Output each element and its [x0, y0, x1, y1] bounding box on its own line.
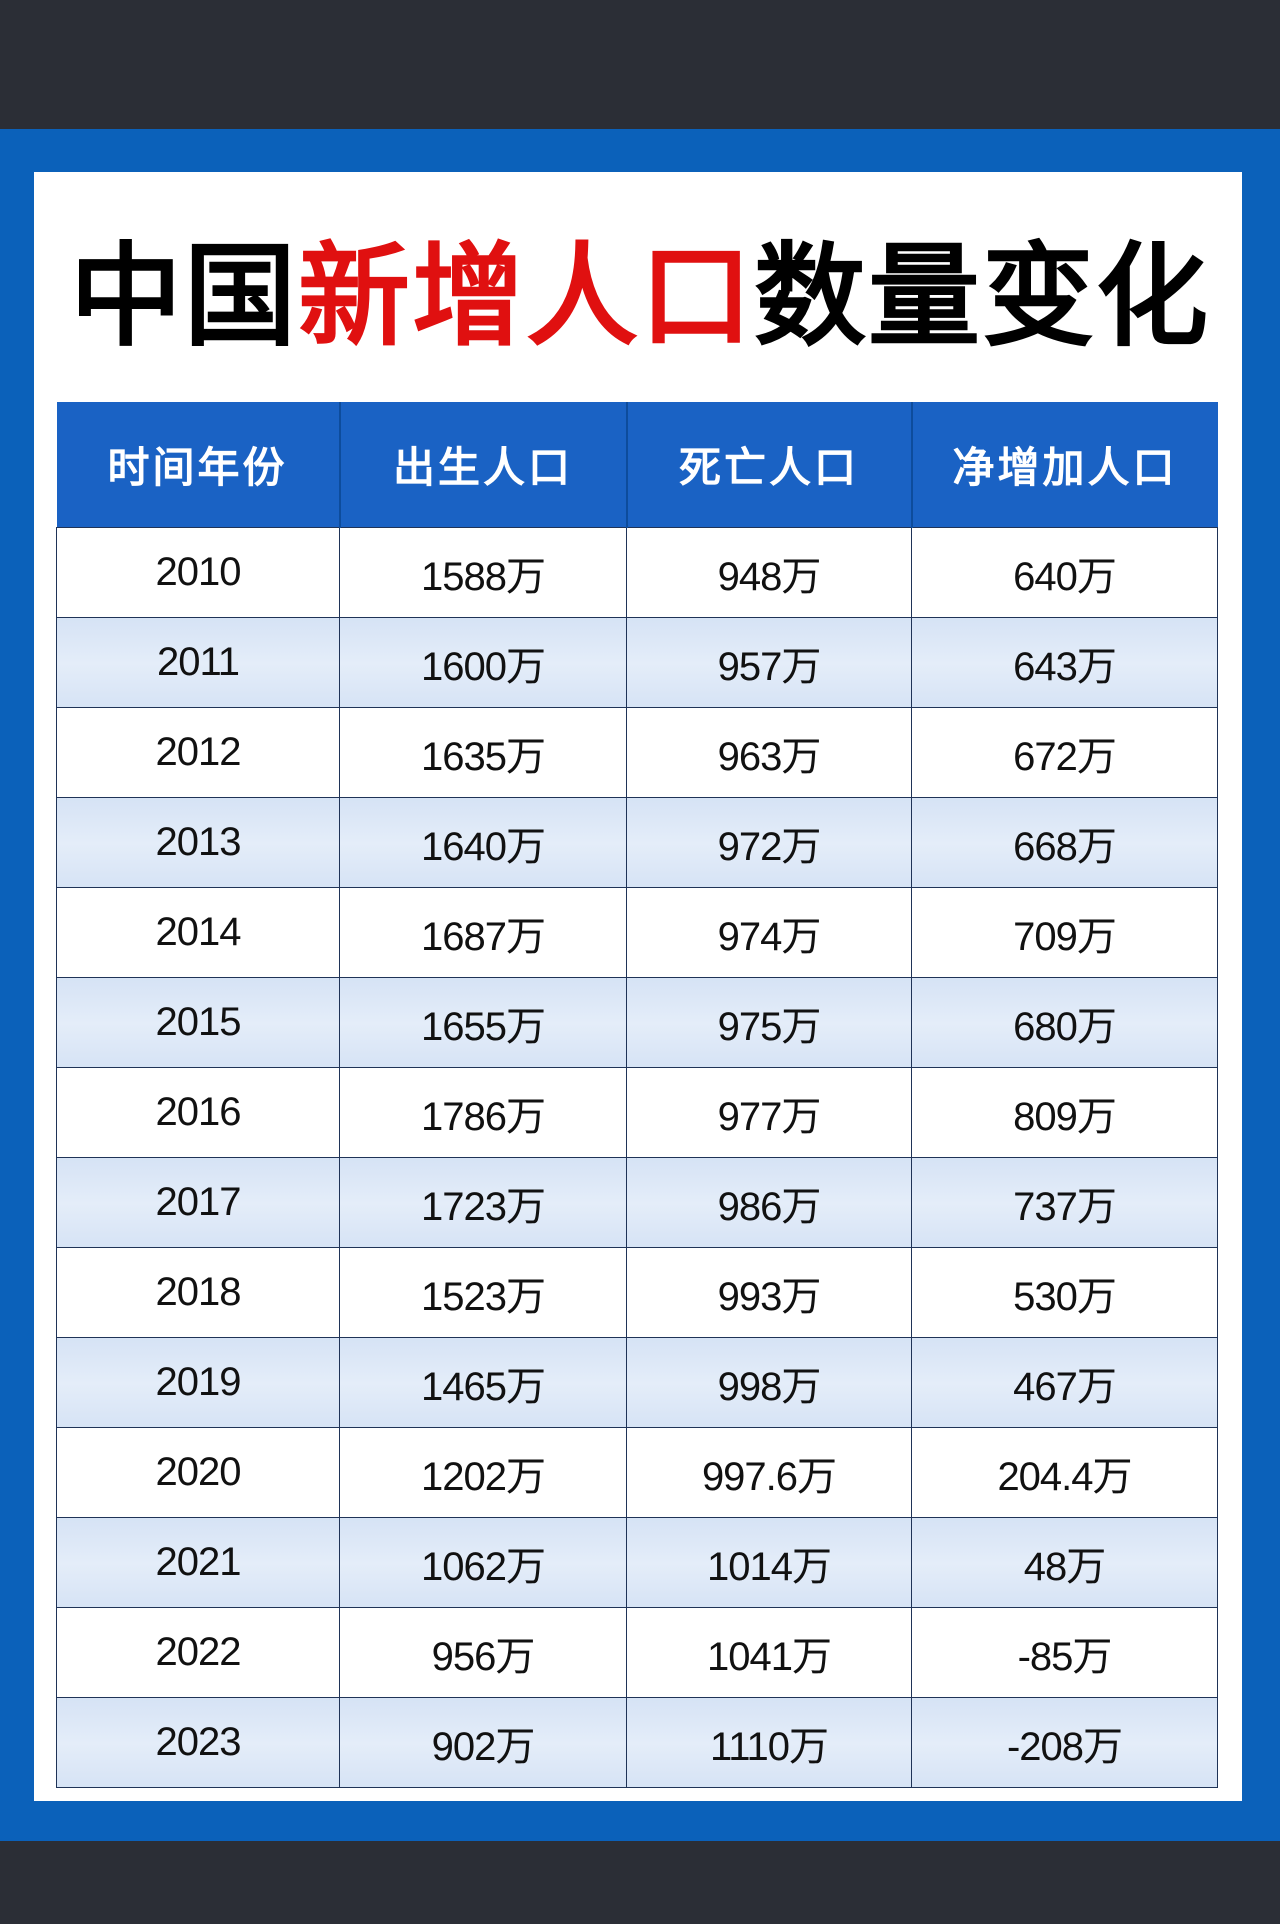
- table-cell: 809万: [911, 1067, 1218, 1158]
- table-cell: 1786万: [339, 1067, 627, 1158]
- table-cell: 998万: [626, 1337, 912, 1428]
- table-cell: -85万: [911, 1607, 1218, 1698]
- table-row: 2018 1523万 993万 530万: [56, 1247, 1218, 1338]
- table-cell: 1635万: [339, 707, 627, 798]
- table-cell: 1110万: [626, 1697, 912, 1788]
- table-cell: 2023: [56, 1697, 340, 1788]
- table-cell: 1465万: [339, 1337, 627, 1428]
- table-cell: 1202万: [339, 1427, 627, 1518]
- table-row: 2017 1723万 986万 737万: [56, 1157, 1218, 1248]
- table-cell: 668万: [911, 797, 1218, 888]
- table-row: 2011 1600万 957万 643万: [56, 617, 1218, 708]
- column-header: 出生人口: [338, 402, 627, 528]
- table-cell: 530万: [911, 1247, 1218, 1338]
- table-cell: 640万: [911, 527, 1218, 618]
- column-header: 净增加人口: [910, 402, 1218, 528]
- title-part-3: 数量变化: [754, 232, 1210, 362]
- table-cell: 1062万: [339, 1517, 627, 1608]
- table-cell: 1041万: [626, 1607, 912, 1698]
- table-cell: 1523万: [339, 1247, 627, 1338]
- table-cell: 902万: [339, 1697, 627, 1788]
- table-row: 2013 1640万 972万 668万: [56, 797, 1218, 888]
- table-cell: 2011: [56, 617, 340, 708]
- table-cell: 709万: [911, 887, 1218, 978]
- table-cell: 956万: [339, 1607, 627, 1698]
- table-cell: 977万: [626, 1067, 912, 1158]
- title-part-1: 中国: [70, 232, 298, 362]
- table-cell: 957万: [626, 617, 912, 708]
- table-cell: 1723万: [339, 1157, 627, 1248]
- table-cell: 737万: [911, 1157, 1218, 1248]
- table-row: 2023 902万 1110万 -208万: [56, 1697, 1218, 1788]
- page-title: 中国新增人口数量变化: [0, 232, 1280, 362]
- table-row: 2019 1465万 998万 467万: [56, 1337, 1218, 1428]
- table-cell: 997.6万: [626, 1427, 912, 1518]
- table-row: 2020 1202万 997.6万 204.4万: [56, 1427, 1218, 1518]
- table-cell: 2010: [56, 527, 340, 618]
- table-cell: 2022: [56, 1607, 340, 1698]
- table-cell: 680万: [911, 977, 1218, 1068]
- table-cell: 2012: [56, 707, 340, 798]
- table-row: 2010 1588万 948万 640万: [56, 527, 1218, 618]
- table-cell: 963万: [626, 707, 912, 798]
- population-table: 时间年份 出生人口 死亡人口 净增加人口 2010 1588万 948万 640万 2011 1…: [56, 402, 1218, 1788]
- title-part-2-highlight: 新增人口: [298, 232, 754, 362]
- table-cell: 1687万: [339, 887, 627, 978]
- table-row: 2012 1635万 963万 672万: [56, 707, 1218, 798]
- table-cell: 986万: [626, 1157, 912, 1248]
- table-cell: 2014: [56, 887, 340, 978]
- table-cell: 1640万: [339, 797, 627, 888]
- table-cell: 204.4万: [911, 1427, 1218, 1518]
- table-row: 2015 1655万 975万 680万: [56, 977, 1218, 1068]
- table-cell: 993万: [626, 1247, 912, 1338]
- table-cell: 2020: [56, 1427, 340, 1518]
- table-cell: 2021: [56, 1517, 340, 1608]
- column-header: 死亡人口: [625, 402, 912, 528]
- table-cell: 48万: [911, 1517, 1218, 1608]
- table-cell: 1655万: [339, 977, 627, 1068]
- table-cell: 948万: [626, 527, 912, 618]
- table-cell: 974万: [626, 887, 912, 978]
- table-cell: 643万: [911, 617, 1218, 708]
- column-header: 时间年份: [56, 402, 340, 528]
- table-cell: 672万: [911, 707, 1218, 798]
- table-cell: 2015: [56, 977, 340, 1068]
- table-cell: 2016: [56, 1067, 340, 1158]
- table-row: 2014 1687万 974万 709万: [56, 887, 1218, 978]
- table-cell: 2017: [56, 1157, 340, 1248]
- table-row: 2022 956万 1041万 -85万: [56, 1607, 1218, 1698]
- table-cell: 1600万: [339, 617, 627, 708]
- table-header-row: 时间年份 出生人口 死亡人口 净增加人口: [56, 402, 1218, 528]
- table-row: 2016 1786万 977万 809万: [56, 1067, 1218, 1158]
- table-row: 2021 1062万 1014万 48万: [56, 1517, 1218, 1608]
- table-cell: 2013: [56, 797, 340, 888]
- table-cell: 467万: [911, 1337, 1218, 1428]
- table-cell: 975万: [626, 977, 912, 1068]
- table-cell: 2018: [56, 1247, 340, 1338]
- table-cell: 2019: [56, 1337, 340, 1428]
- table-cell: 972万: [626, 797, 912, 888]
- table-cell: -208万: [911, 1697, 1218, 1788]
- table-cell: 1588万: [339, 527, 627, 618]
- table-cell: 1014万: [626, 1517, 912, 1608]
